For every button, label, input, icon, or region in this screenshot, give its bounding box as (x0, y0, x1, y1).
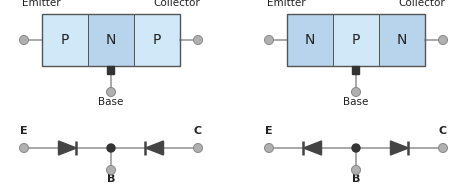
Text: B: B (352, 174, 360, 184)
Bar (333, 14, 379, 66)
Bar (42, 14, 88, 66)
Circle shape (264, 143, 273, 152)
Text: C: C (194, 126, 202, 136)
Circle shape (107, 165, 116, 174)
Circle shape (438, 143, 447, 152)
Text: E: E (20, 126, 28, 136)
Text: N: N (106, 33, 116, 47)
Circle shape (352, 144, 360, 152)
Polygon shape (58, 141, 76, 155)
Circle shape (19, 35, 28, 44)
Bar (88, 14, 134, 66)
Circle shape (352, 87, 361, 96)
Text: B: B (107, 174, 115, 184)
Polygon shape (146, 141, 164, 155)
Text: C: C (439, 126, 447, 136)
Bar (379, 14, 425, 66)
Text: N: N (397, 33, 407, 47)
Bar (42, 14, 180, 66)
Circle shape (193, 143, 202, 152)
Bar (287, 14, 425, 66)
Text: Collector: Collector (398, 0, 445, 8)
Bar (287, 14, 333, 66)
Text: Emitter: Emitter (267, 0, 306, 8)
Text: P: P (61, 33, 69, 47)
Text: N: N (305, 33, 315, 47)
Circle shape (352, 165, 361, 174)
Bar (134, 14, 180, 66)
Text: Collector: Collector (153, 0, 200, 8)
Text: P: P (153, 33, 161, 47)
Text: Base: Base (98, 97, 124, 107)
Bar (108, 66, 115, 74)
Text: P: P (352, 33, 360, 47)
Circle shape (193, 35, 202, 44)
Circle shape (107, 144, 115, 152)
Polygon shape (391, 141, 409, 155)
Circle shape (107, 87, 116, 96)
Circle shape (438, 35, 447, 44)
Text: Base: Base (343, 97, 369, 107)
Circle shape (19, 143, 28, 152)
Text: E: E (265, 126, 273, 136)
Circle shape (264, 35, 273, 44)
Text: Emitter: Emitter (22, 0, 61, 8)
Polygon shape (303, 141, 321, 155)
Bar (353, 66, 359, 74)
